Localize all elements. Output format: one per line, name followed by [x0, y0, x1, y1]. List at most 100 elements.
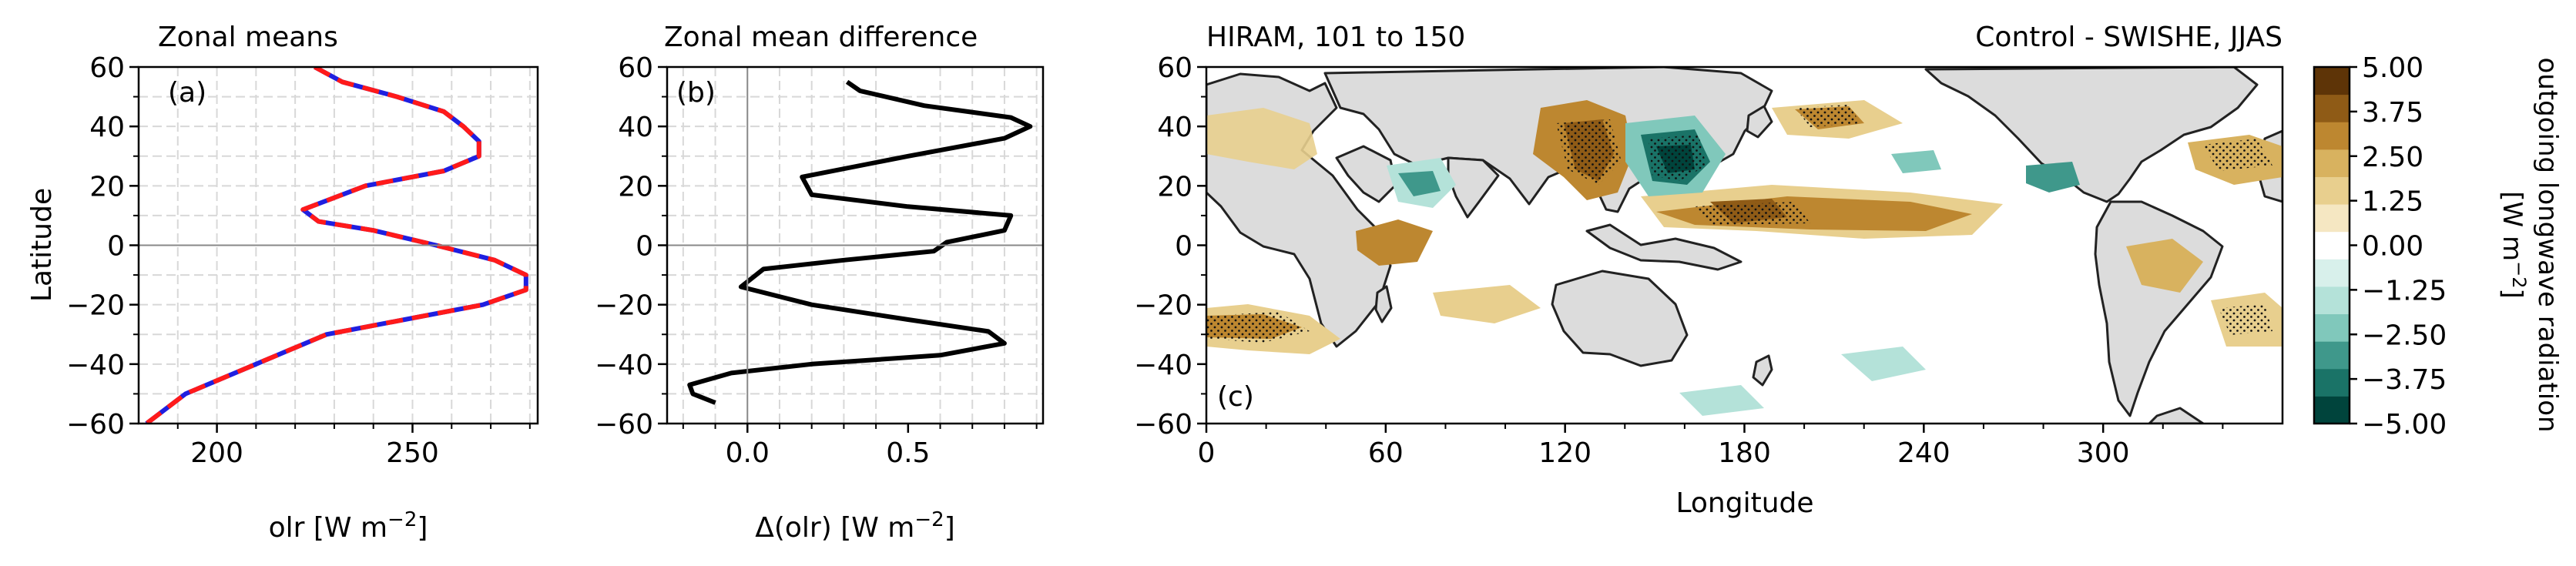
series-olr-difference [687, 79, 1033, 405]
x-tick-label: 0.0 [726, 437, 770, 469]
land-new-zealand [1752, 354, 1773, 387]
land-australia [1551, 270, 1689, 367]
y-tick-label: 0 [636, 231, 653, 263]
map-x-tick-label: 0 [1198, 437, 1216, 469]
land-japan [1746, 105, 1773, 139]
colorbar-band [2314, 149, 2350, 177]
colorbar-bands [2314, 67, 2350, 424]
panel-a-xlabel: olr [W m−2] [269, 508, 428, 544]
anomaly-north-africa-brown [1206, 108, 1317, 169]
colorbar-tick-label: −3.75 [2362, 364, 2447, 396]
land-indonesia [1585, 223, 1742, 271]
colorbar-tick-label: 3.75 [2362, 97, 2423, 129]
significance-stippling [1206, 105, 2272, 343]
y-tick-label: 20 [618, 171, 653, 203]
panel-c-label: (c) [1217, 381, 1254, 413]
panel-b-xlabel: Δ(olr) [W m−2] [755, 508, 955, 544]
y-tick-label: −20 [595, 290, 653, 322]
anomaly-arabian-sea [1398, 171, 1441, 196]
stipple-pacific-band [1695, 202, 1810, 225]
colorbar-units: [W m−2] [2497, 191, 2530, 298]
panel-c-title-right: Control - SWISHE, JJAS [1975, 22, 2283, 53]
map-y-tick-label: −40 [1134, 350, 1192, 381]
x-tick-label: 0.5 [886, 437, 930, 469]
colorbar-tick-label: 1.25 [2362, 186, 2423, 218]
map-x-tick-label: 300 [2077, 437, 2130, 469]
land-north-america [1924, 67, 2259, 203]
map-x-tick-label: 120 [1538, 437, 1592, 469]
y-tick-label: −40 [595, 350, 653, 381]
panel-a-title: Zonal means [158, 22, 338, 53]
y-tick-label: 20 [89, 171, 125, 203]
anomaly-africa-equator [1356, 219, 1433, 266]
stipple-north-pacific [1795, 105, 1860, 127]
y-tick-label: 40 [618, 112, 653, 143]
colorbar-band [2314, 204, 2350, 233]
colorbar-tick-label: −5.00 [2362, 409, 2447, 440]
y-tick-label: 40 [89, 112, 125, 143]
stipple-atlantic [2203, 139, 2272, 171]
x-tick-label: 200 [190, 437, 243, 469]
colorbar-band [2314, 94, 2350, 122]
anomaly-atlantic-teal [1891, 150, 1941, 173]
colorbar-band [2314, 368, 2350, 397]
colorbar-tick-label: −2.50 [2362, 320, 2447, 351]
colorbar-band [2314, 396, 2350, 424]
colorbar-tick-label: 0.00 [2362, 231, 2423, 263]
map-y-tick-label: 40 [1157, 112, 1192, 143]
anomaly-southern-ocean-teal [1679, 385, 1764, 416]
anomaly-caribbean [2026, 162, 2080, 193]
anomaly-indian-ocean-south [1433, 285, 1541, 323]
colorbar-band [2314, 176, 2350, 205]
panel-b-ticks: 60 40 20 0 −20 −40 −60 0.0 0.5 [595, 52, 1038, 469]
map-x-tick-label: 180 [1718, 437, 1771, 469]
panel-c-title: HIRAM, 101 to 150 [1206, 22, 1465, 53]
y-tick-label: 0 [107, 231, 125, 263]
colorbar-label: outgoing longwave radiation [2532, 57, 2563, 432]
land-arabia [1335, 145, 1397, 203]
panel-b-label: (b) [676, 77, 716, 109]
x-tick-label: 250 [386, 437, 439, 469]
panel-b-title: Zonal mean difference [664, 22, 978, 53]
colorbar-band [2314, 286, 2350, 315]
land-antarctic-peninsula [2148, 407, 2205, 424]
colorbar-tick-label: 2.50 [2362, 142, 2423, 173]
colorbar-band [2314, 341, 2350, 370]
colorbar-band [2314, 122, 2350, 150]
anomaly-south-america [2126, 239, 2203, 293]
series-olr-red-dashed [145, 67, 528, 424]
map-y-tick-label: −20 [1134, 290, 1192, 322]
panel-b: 60 40 20 0 −20 −40 −60 0.0 0.5 Zonal mean differ… [595, 22, 1045, 544]
colorbar-band [2314, 259, 2350, 287]
land-madagascar [1374, 285, 1393, 323]
map-y-tick-label: 60 [1157, 52, 1192, 84]
stipple-south-atlantic [2219, 304, 2272, 335]
stipple-china [1556, 119, 1622, 185]
panel-a-ylabel: Latitude [26, 188, 58, 302]
y-tick-label: −60 [66, 409, 125, 440]
anomaly-south-pacific-teal [1841, 347, 1926, 381]
y-tick-label: −40 [66, 350, 125, 381]
panel-c-xlabel: Longitude [1675, 487, 1813, 519]
colorbar-band [2314, 313, 2350, 342]
panel-a-label: (a) [168, 77, 206, 109]
colorbar-tick-label: −1.25 [2362, 275, 2447, 306]
map-y-tick-label: 0 [1175, 231, 1192, 263]
colorbar-ticks: 5.00 3.75 2.50 1.25 0.00 −1.25 −2.50 −3.75 −5.00 [2350, 52, 2447, 440]
stipple-west-pacific [1649, 135, 1706, 181]
colorbar: 5.00 3.75 2.50 1.25 0.00 −1.25 −2.50 −3.75 −5.00… [2313, 52, 2563, 440]
map-x-tick-label: 60 [1368, 437, 1404, 469]
colorbar-band [2314, 231, 2350, 260]
y-tick-label: −60 [595, 409, 653, 440]
stipple-southern-band [1206, 312, 1310, 343]
y-tick-label: −20 [66, 290, 125, 322]
y-tick-label: 60 [89, 52, 125, 84]
y-tick-label: 60 [618, 52, 653, 84]
map-y-tick-label: 20 [1157, 171, 1192, 203]
colorbar-tick-label: 5.00 [2362, 52, 2423, 84]
